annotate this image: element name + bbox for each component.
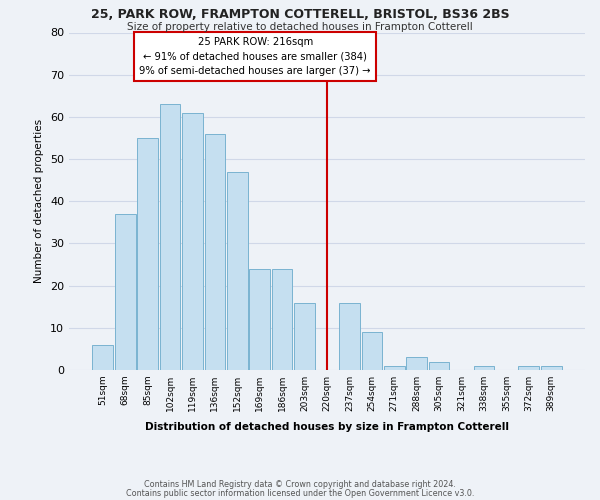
Bar: [227, 172, 248, 370]
Bar: [160, 104, 181, 370]
X-axis label: Distribution of detached houses by size in Frampton Cotterell: Distribution of detached houses by size …: [145, 422, 509, 432]
Bar: [518, 366, 539, 370]
Text: Contains public sector information licensed under the Open Government Licence v3: Contains public sector information licen…: [126, 489, 474, 498]
Bar: [205, 134, 225, 370]
Y-axis label: Number of detached properties: Number of detached properties: [34, 119, 44, 284]
Bar: [250, 269, 270, 370]
Bar: [429, 362, 449, 370]
Bar: [137, 138, 158, 370]
Bar: [272, 269, 292, 370]
Text: Size of property relative to detached houses in Frampton Cotterell: Size of property relative to detached ho…: [127, 22, 473, 32]
Text: 25 PARK ROW: 216sqm
← 91% of detached houses are smaller (384)
9% of semi-detach: 25 PARK ROW: 216sqm ← 91% of detached ho…: [139, 36, 371, 76]
Bar: [473, 366, 494, 370]
Text: Contains HM Land Registry data © Crown copyright and database right 2024.: Contains HM Land Registry data © Crown c…: [144, 480, 456, 489]
Bar: [294, 302, 315, 370]
Bar: [92, 344, 113, 370]
Bar: [384, 366, 404, 370]
Text: 25, PARK ROW, FRAMPTON COTTERELL, BRISTOL, BS36 2BS: 25, PARK ROW, FRAMPTON COTTERELL, BRISTO…: [91, 8, 509, 20]
Bar: [339, 302, 360, 370]
Bar: [541, 366, 562, 370]
Bar: [406, 358, 427, 370]
Bar: [362, 332, 382, 370]
Bar: [115, 214, 136, 370]
Bar: [182, 112, 203, 370]
